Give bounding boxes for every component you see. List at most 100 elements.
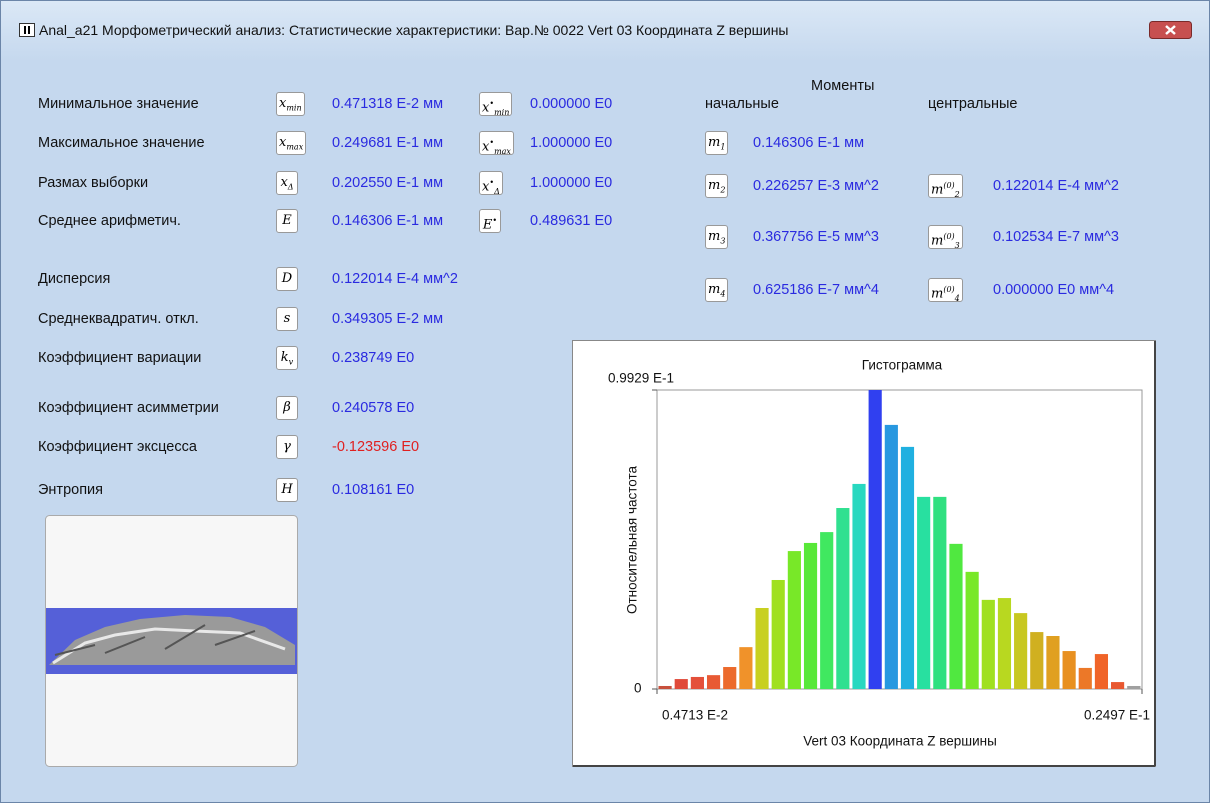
bar — [788, 551, 801, 689]
stat-label: Коэффициент эксцесса — [38, 439, 197, 455]
symbol-symbol: m — [708, 178, 720, 193]
moment-value: 0.000000 E0 мм^4 — [993, 282, 1114, 298]
stat-value: 0.249681 E-1 мм — [332, 135, 443, 151]
symbol-sub2: Δ — [494, 187, 500, 196]
x-axis-label: Vert 03 Координата Z вершины — [803, 734, 997, 749]
bar — [820, 532, 833, 689]
bar — [836, 508, 849, 689]
bar — [1127, 686, 1140, 689]
symbol-sub2: 3 — [955, 241, 960, 250]
bar — [1030, 632, 1043, 689]
bar — [869, 390, 882, 689]
symbol-sub: 2 — [720, 186, 725, 195]
symbol: xmin — [276, 92, 305, 116]
symbol: xmax — [276, 131, 306, 155]
symbol: m(0)4 — [928, 278, 963, 302]
column-header: начальные — [705, 96, 779, 112]
bar — [1063, 651, 1076, 689]
symbol-symbol: E — [282, 213, 292, 228]
bar — [804, 543, 817, 689]
bar — [885, 425, 898, 689]
x-tick-label: 0.2497 E-1 — [1084, 708, 1150, 723]
content: ГистограммаОтносительная частотаVert 03 … — [0, 0, 1210, 803]
symbol: m2 — [705, 174, 728, 198]
stat-value: 0.202550 E-1 мм — [332, 175, 443, 191]
stat-value: 0.471318 E-2 мм — [332, 96, 443, 112]
symbol: m4 — [705, 278, 728, 302]
bar — [1111, 682, 1124, 689]
stat-value: 1.000000 E0 — [530, 135, 612, 151]
symbol: x•max — [479, 131, 514, 155]
bar — [772, 580, 785, 689]
symbol-symbol: x — [280, 175, 287, 190]
symbol-sub: v — [289, 358, 294, 367]
symbol: m1 — [705, 131, 728, 155]
symbol-symbol2: E — [483, 217, 493, 232]
symbol-sub: 1 — [720, 143, 725, 152]
symbol: x•Δ — [479, 171, 503, 195]
symbol: s — [276, 307, 298, 331]
stat-value: 0.238749 E0 — [332, 350, 414, 366]
symbol: H — [276, 478, 298, 502]
symbol-sub2: min — [494, 108, 509, 117]
symbol: E• — [479, 209, 501, 233]
stat-value: 0.240578 E0 — [332, 400, 414, 416]
symbol-sub: 4 — [720, 290, 725, 299]
stat-label: Минимальное значение — [38, 96, 199, 112]
column-header: центральные — [928, 96, 1018, 112]
bar — [707, 675, 720, 689]
symbol: xΔ — [276, 171, 298, 195]
stat-value: 1.000000 E0 — [530, 175, 612, 191]
stat-value: 0.349305 E-2 мм — [332, 311, 443, 327]
bar — [949, 544, 962, 689]
bar — [723, 667, 736, 689]
symbol-symbol: m — [708, 135, 720, 150]
symbol-symbol: β — [283, 400, 291, 415]
moment-value: 0.625186 E-7 мм^4 — [753, 282, 879, 298]
bar — [998, 598, 1011, 689]
bar — [1046, 636, 1059, 689]
bar — [739, 647, 752, 689]
symbol-sup2: • — [489, 178, 494, 187]
moments-title: Моменты — [811, 78, 874, 94]
stat-value: 0.146306 E-1 мм — [332, 213, 443, 229]
plot-area — [657, 390, 1142, 689]
y-tick-label: 0.9929 E-1 — [608, 371, 674, 386]
y-axis-label: Относительная частота — [625, 465, 640, 614]
symbol-sub: 3 — [720, 237, 725, 246]
symbol: m3 — [705, 225, 728, 249]
symbol-sub: Δ — [288, 183, 294, 192]
moment-value: 0.367756 E-5 мм^3 — [753, 229, 879, 245]
stat-value: 0.000000 E0 — [530, 96, 612, 112]
stat-label: Среднеквадратич. откл. — [38, 311, 199, 327]
bar — [691, 677, 704, 689]
symbol-sup2: • — [489, 138, 494, 147]
symbol-sub2: 2 — [955, 190, 960, 199]
stat-value: 0.122014 E-4 мм^2 — [332, 271, 458, 287]
bar — [917, 497, 930, 689]
moment-value: 0.102534 E-7 мм^3 — [993, 229, 1119, 245]
bar — [852, 484, 865, 689]
stat-value: 0.489631 E0 — [530, 213, 612, 229]
stat-label: Энтропия — [38, 482, 103, 498]
bar — [933, 497, 946, 689]
bar — [966, 572, 979, 689]
symbol: m(0)3 — [928, 225, 963, 249]
symbol-sub2: max — [494, 147, 511, 156]
y-tick-label: 0 — [634, 681, 642, 696]
symbol: γ — [276, 435, 298, 459]
symbol: x•min — [479, 92, 512, 116]
symbol: E — [276, 209, 298, 233]
symbol-symbol: m — [708, 229, 720, 244]
x-tick-label: 0.4713 E-2 — [662, 708, 728, 723]
moment-value: 0.226257 E-3 мм^2 — [753, 178, 879, 194]
bar — [982, 600, 995, 689]
bar — [1079, 668, 1092, 689]
symbol-sup2: (0) — [943, 285, 954, 294]
moment-value: 0.146306 E-1 мм — [753, 135, 864, 151]
symbol-sub: max — [286, 143, 303, 152]
stat-label: Размах выборки — [38, 175, 148, 191]
symbol-sub2: 4 — [955, 294, 960, 303]
symbol-symbol: D — [282, 271, 292, 286]
